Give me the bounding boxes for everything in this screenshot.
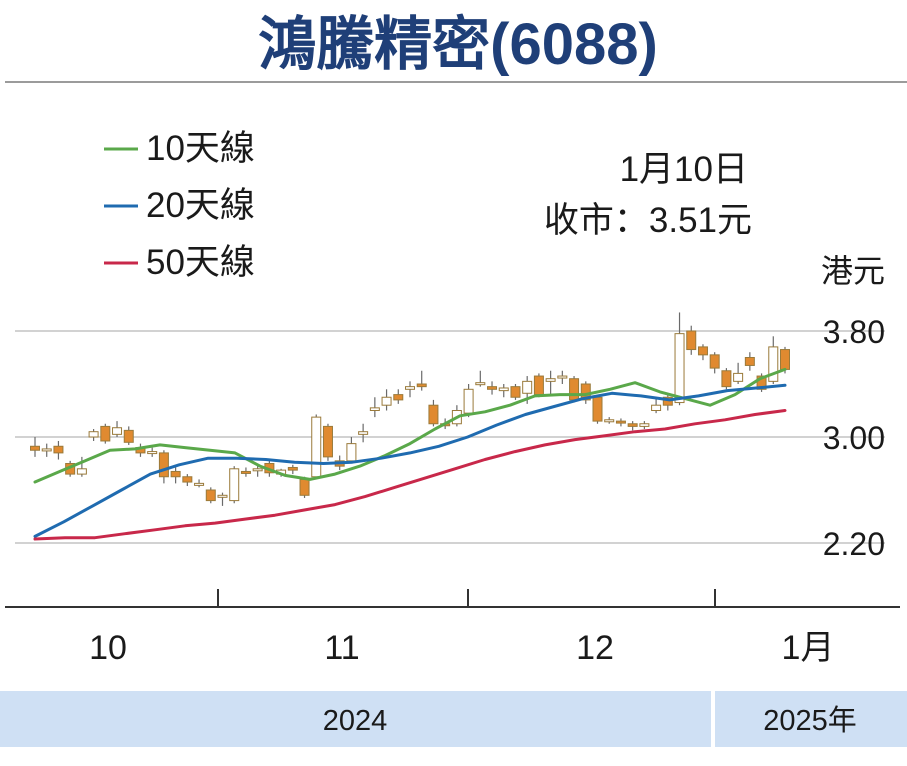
candle-body — [393, 394, 404, 401]
candle-body — [592, 396, 603, 422]
candle-body — [194, 482, 205, 486]
candle-body — [30, 445, 40, 451]
candle-body — [240, 470, 251, 474]
candle-body — [147, 451, 158, 455]
candle-body — [639, 423, 650, 427]
candle-body — [604, 419, 615, 423]
candle-body — [498, 387, 509, 392]
legend-label-ma20: 20天線 — [146, 186, 255, 225]
candle-body — [41, 448, 52, 452]
candle-body — [100, 425, 111, 442]
candle-body — [674, 333, 685, 404]
annotation-close: 收市：3.51元 — [544, 201, 752, 240]
y-tick-label: 3.00 — [823, 420, 885, 456]
chart-title: 鴻騰精密(6088) — [258, 12, 658, 77]
candle-body — [569, 378, 580, 401]
ma20-line — [33, 383, 787, 538]
candle-body — [545, 378, 556, 382]
candle-body — [522, 380, 533, 394]
candle-body — [217, 494, 228, 498]
candle-body — [627, 423, 638, 427]
candle-body — [369, 407, 380, 412]
candle-body — [510, 386, 521, 398]
candle-body — [405, 386, 415, 390]
year-band — [0, 691, 907, 747]
x-month-label: 1月 — [782, 629, 835, 667]
y-unit-label: 港元 — [821, 253, 885, 289]
candle-body — [205, 489, 216, 502]
candle-body — [381, 396, 392, 406]
candle-body — [615, 420, 626, 424]
grid — [15, 330, 885, 544]
candle-body — [697, 346, 708, 356]
candle-body — [475, 382, 486, 386]
candle-body — [721, 370, 732, 388]
candle-body — [229, 468, 240, 502]
candle-body — [358, 431, 369, 435]
candle-body — [322, 425, 333, 458]
candles — [30, 312, 790, 506]
candle-body — [112, 427, 123, 435]
candle-body — [533, 375, 544, 396]
candle-body — [780, 349, 790, 370]
y-tick-labels: 3.80 3.00 2.20 — [823, 314, 885, 562]
annotation-date: 1月10日 — [620, 150, 748, 189]
candle-body — [170, 470, 181, 478]
candle-body — [53, 445, 64, 454]
candle-body — [744, 357, 755, 366]
candle-body — [463, 388, 474, 414]
candle-body — [158, 452, 169, 478]
y-tick-label: 2.20 — [823, 526, 885, 562]
year-label: 2024 — [323, 705, 388, 737]
y-tick-label: 3.80 — [823, 314, 885, 350]
x-month-label: 11 — [324, 629, 359, 667]
candle-body — [686, 330, 697, 351]
ma50-line — [33, 409, 787, 541]
candle-body — [346, 443, 357, 462]
year-label: 2025年 — [763, 704, 857, 737]
candle-body — [252, 468, 263, 472]
ma10-line — [33, 367, 787, 484]
legend: 10天線 20天線 50天線 — [104, 129, 255, 282]
x-month-label: 10 — [89, 629, 127, 667]
legend-label-ma50: 50天線 — [146, 243, 255, 282]
candle-body — [487, 386, 498, 390]
candle-body — [182, 476, 193, 483]
moving-average-lines — [33, 367, 787, 541]
candle-body — [123, 429, 134, 443]
candle-body — [88, 431, 99, 438]
candle-body — [287, 466, 298, 471]
candle-body — [709, 354, 720, 369]
candle-body — [428, 404, 439, 425]
candle-body — [651, 404, 662, 412]
candle-body — [416, 383, 427, 388]
candle-body — [768, 346, 779, 382]
candle-body — [662, 396, 673, 406]
candle-body — [311, 416, 322, 478]
legend-label-ma10: 10天線 — [146, 129, 255, 168]
candle-body — [756, 375, 767, 390]
x-month-label: 12 — [576, 629, 614, 667]
candle-body — [733, 372, 744, 382]
candle-body — [299, 478, 310, 496]
candle-body — [557, 375, 568, 379]
candle-body — [76, 468, 87, 475]
